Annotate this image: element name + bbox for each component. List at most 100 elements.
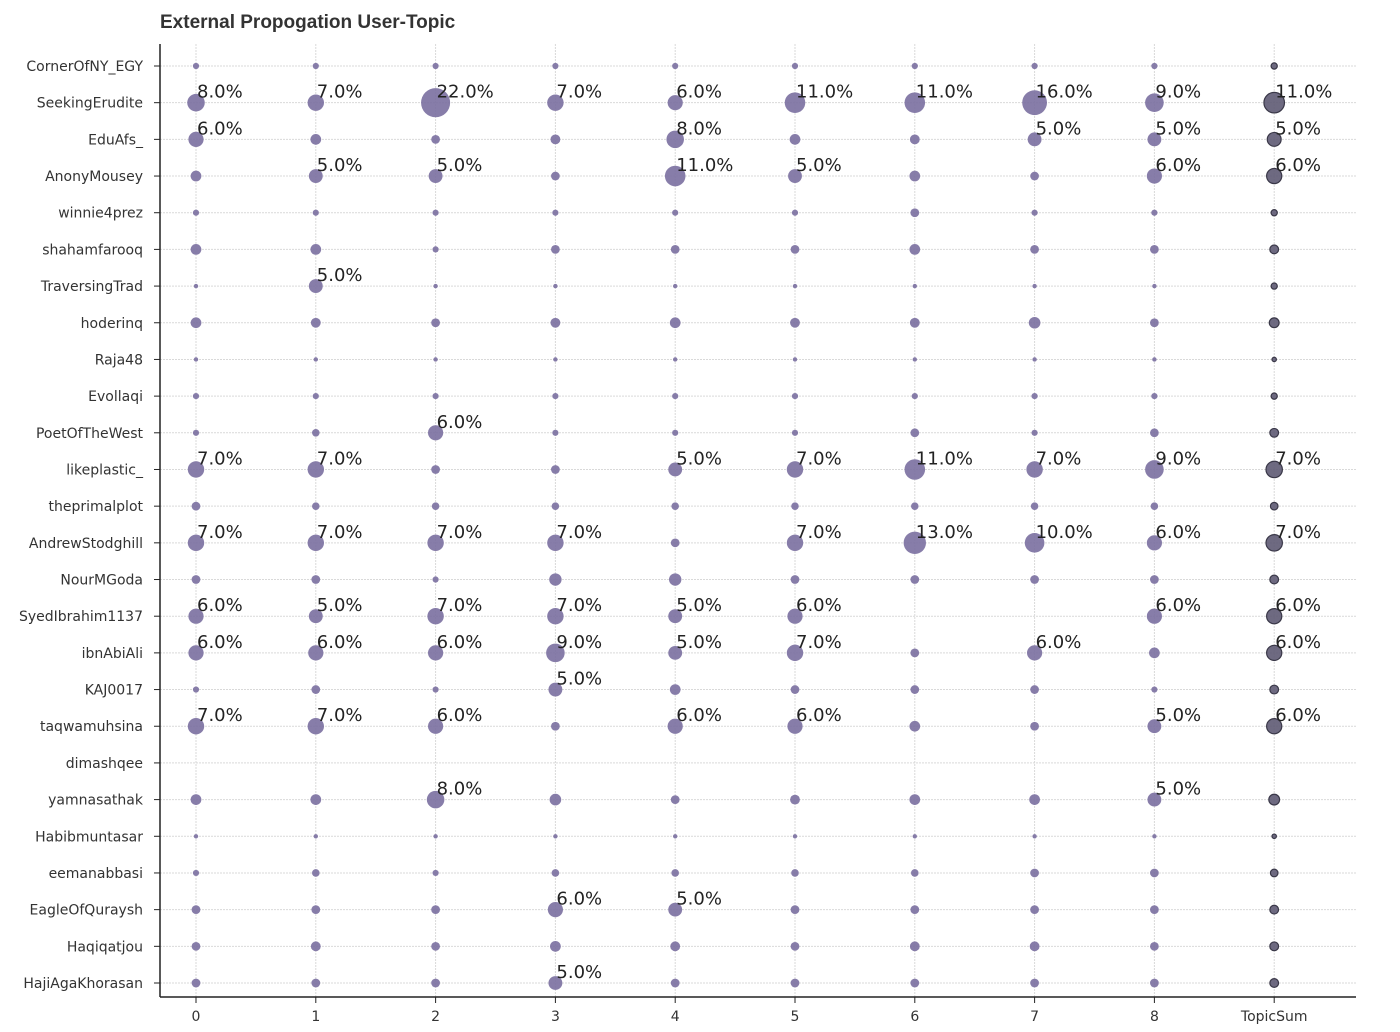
bubble — [307, 718, 324, 735]
bubble — [312, 393, 319, 400]
data-label: 7.0% — [796, 448, 842, 469]
bubble — [1268, 793, 1281, 806]
data-label: 13.0% — [916, 522, 973, 543]
bubble — [787, 718, 803, 734]
bubble — [786, 644, 804, 662]
bubble — [552, 62, 559, 70]
bubble — [791, 429, 799, 436]
bubble — [432, 869, 439, 877]
bubble — [673, 283, 678, 289]
bubble — [1266, 608, 1283, 625]
bubble — [1147, 719, 1162, 734]
bubble — [431, 941, 440, 951]
bubble — [904, 459, 926, 480]
bubble — [911, 869, 919, 877]
bubble — [1150, 905, 1159, 915]
y-tick-label: winnie4prez — [58, 206, 143, 222]
bubble — [670, 941, 681, 952]
bubble — [1032, 357, 1037, 362]
bubble — [909, 170, 921, 182]
bubble — [552, 429, 559, 436]
bubble — [433, 357, 438, 362]
bubble — [311, 905, 321, 915]
bubble — [190, 794, 202, 805]
data-label: 6.0% — [676, 705, 722, 726]
bubble — [549, 793, 562, 806]
bubble — [670, 795, 680, 804]
y-tick-label: AndrewStodghill — [29, 536, 143, 552]
bubble — [551, 465, 560, 474]
bubble — [912, 357, 917, 362]
bubble — [1147, 792, 1162, 807]
chart-title: External Propogation User-Topic — [160, 12, 456, 33]
bubble — [427, 534, 444, 552]
bubble — [790, 575, 800, 584]
data-label: 5.0% — [437, 155, 483, 176]
bubble — [784, 92, 806, 113]
bubble — [670, 538, 680, 548]
data-label: 16.0% — [1036, 82, 1093, 103]
y-tick-label: SyedIbrahim1137 — [19, 609, 143, 625]
bubble — [311, 575, 321, 584]
bubble — [1269, 574, 1280, 585]
bubble — [1028, 316, 1041, 329]
bubble — [308, 169, 323, 183]
bubble — [1268, 317, 1280, 329]
data-label: 5.0% — [317, 155, 363, 176]
bubble — [792, 357, 798, 362]
x-tick-label: 7 — [1030, 1009, 1039, 1025]
bubble — [191, 905, 201, 915]
bubble — [1269, 978, 1280, 988]
bubble — [1150, 575, 1159, 584]
bubble — [1270, 209, 1278, 217]
bubble — [791, 62, 799, 70]
bubble — [307, 94, 324, 111]
y-tick-label: AnonyMousey — [45, 169, 143, 185]
bubble — [787, 608, 803, 624]
y-tick-label: EduAfs_ — [88, 132, 144, 148]
bubble — [552, 209, 559, 216]
bubble — [668, 645, 683, 660]
bubble — [190, 170, 202, 182]
bubble — [669, 573, 682, 586]
data-label: 7.0% — [197, 705, 243, 726]
bubble — [1145, 460, 1164, 479]
bubble — [909, 134, 920, 145]
bubble — [911, 62, 918, 70]
bubble — [1269, 868, 1279, 878]
bubble — [791, 502, 799, 510]
bubble — [187, 93, 205, 112]
data-label: 6.0% — [197, 632, 243, 653]
bubble — [911, 502, 919, 510]
bubble — [1032, 834, 1037, 839]
data-label: 7.0% — [556, 82, 602, 103]
data-label: 5.0% — [556, 962, 602, 983]
bubble — [1149, 647, 1160, 659]
data-label: 11.0% — [916, 82, 973, 103]
bubble — [551, 721, 560, 731]
bubble — [1270, 62, 1278, 70]
bubble — [431, 502, 440, 510]
y-tick-label: HajiAgaKhorasan — [23, 976, 143, 992]
bubble — [547, 534, 564, 552]
bubble — [432, 246, 439, 253]
bubble — [1270, 392, 1278, 400]
bubble — [910, 648, 920, 658]
y-tick-label: PoetOfTheWest — [36, 426, 144, 442]
bubble — [191, 501, 201, 511]
bubble — [187, 718, 205, 735]
bubble — [790, 317, 800, 328]
data-label: 7.0% — [556, 522, 602, 543]
bubble — [307, 534, 324, 552]
bubble — [308, 645, 324, 661]
bubble — [546, 643, 565, 663]
data-label: 10.0% — [1036, 522, 1093, 543]
y-tick-label: TraversingTrad — [40, 279, 143, 295]
bubble — [312, 869, 320, 877]
bubble — [432, 393, 439, 400]
y-tick-label: SeekingErudite — [37, 96, 143, 112]
bubble — [433, 834, 438, 839]
bubble — [1030, 575, 1039, 584]
data-label: 6.0% — [1275, 705, 1321, 726]
bubble — [669, 684, 681, 695]
